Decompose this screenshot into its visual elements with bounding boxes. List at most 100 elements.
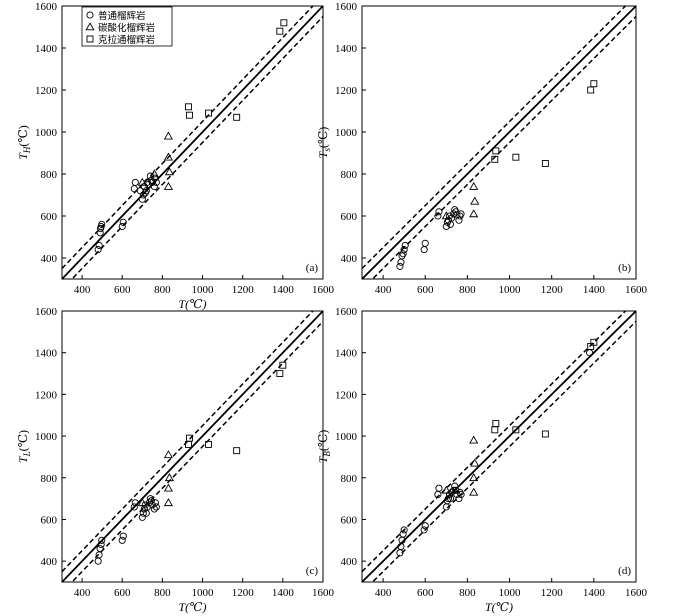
data-point-circle [141,501,149,509]
x-tick-label: 1600 [312,587,335,599]
data-point-circle [421,239,429,247]
data-point-circle [435,208,443,216]
x-tick-label: 1000 [192,284,215,296]
data-point-square [587,86,595,94]
data-point-circle [457,210,465,218]
y-tick-label: 1000 [335,431,358,443]
series-square [491,338,598,438]
data-point-circle [131,499,139,507]
data-point-triangle [163,181,173,190]
y-axis-label-sub: L [22,451,32,457]
data-point-circle [152,178,160,186]
data-point-circle [399,250,407,258]
data-point-square [492,147,500,155]
x-tick-label: 400 [74,284,91,296]
legend-marker-triangle [85,22,95,31]
data-point-circle [95,241,103,249]
data-point-circle [435,484,443,492]
data-point-circle [396,262,404,270]
error-band-line [371,320,636,582]
data-point-circle [451,482,459,490]
y-tick-label: 1600 [335,306,358,318]
data-point-square [491,426,499,434]
data-point-circle [118,222,126,231]
x-tick-label: 600 [114,284,131,296]
data-point-square [590,338,598,346]
data-point-circle [420,246,428,254]
data-point-triangle [164,167,174,176]
x-tick-label: 1000 [499,587,522,599]
y-axis-label-sub: s [322,148,332,152]
x-axis-label: T(℃) [485,600,513,614]
data-point-square [186,111,193,119]
panel-label: (c) [306,565,319,577]
x-tick-label: 600 [417,284,434,296]
x-tick-label: 600 [417,587,434,599]
data-point-circle [147,497,155,505]
reference-lines [362,6,636,279]
chart-panel-0: 400 600 800 1000 1200 1400 1600 400 600 800 1000 12… [16,1,335,311]
x-tick-label: 1400 [583,284,606,296]
y-tick-label: 1600 [35,1,58,13]
panel-label: (a) [306,262,319,274]
data-point-circle [399,530,407,538]
data-point-circle [139,509,147,517]
data-point-square [233,113,241,121]
data-point-circle [401,241,409,249]
x-tick-label: 800 [154,587,171,599]
error-band-line [362,6,627,270]
series-circle [396,349,594,557]
series-circle [396,206,465,270]
data-point-circle [130,503,138,511]
y-tick-label: 1200 [35,389,58,401]
data-point-circle [152,503,160,511]
plot-frame [361,310,637,583]
data-point-square [492,420,500,428]
data-point-square [512,153,520,161]
chart-panel-1: 400 600 800 1000 1200 1400 1600 400 600 800 1000 12… [316,1,648,296]
data-point-square [541,160,549,167]
series-triangle [137,450,174,507]
panel-label: (d) [618,565,631,577]
y-tick-label: 1200 [335,85,358,97]
data-point-circle [151,499,159,507]
data-point-triangle [164,473,174,482]
legend-marker-square [86,35,94,43]
data-point-square [276,27,284,35]
data-point-circle [119,218,127,226]
y-tick-label: 1400 [35,43,58,55]
data-point-circle [444,495,452,503]
series-square [185,19,288,121]
y-axis-label-unit: (℃) [16,125,30,146]
y-tick-label: 1400 [35,348,58,360]
x-tick-label: 1000 [192,587,215,599]
data-point-circle [457,490,465,498]
data-point-square [233,447,241,455]
data-point-circle [138,195,146,203]
data-point-circle [138,513,146,521]
data-point-circle [397,258,405,266]
data-point-circle [455,216,463,224]
y-tick-label: 1400 [335,43,358,55]
y-axis-label-main: T [16,455,30,463]
y-tick-label: 1200 [335,389,358,401]
error-band-line [62,6,314,270]
data-point-triangle [469,435,479,444]
series-triangle [441,181,480,220]
y-tick-label: 1600 [335,1,358,13]
y-axis-label: TL(℃) [16,430,32,463]
data-point-square [186,434,193,442]
data-point-circle [96,545,104,553]
data-point-circle [98,536,106,544]
one-to-one-line [362,311,636,582]
x-tick-label: 1200 [541,587,564,599]
y-tick-label: 800 [41,169,58,181]
y-axis-label-unit: (℃) [16,430,30,451]
x-tick-label: 1200 [232,587,255,599]
data-point-circle [452,486,460,494]
y-tick-label: 600 [41,211,58,223]
y-axis-label-main: T [16,152,30,160]
data-point-triangle [469,487,479,496]
x-tick-label: 1600 [312,284,335,296]
